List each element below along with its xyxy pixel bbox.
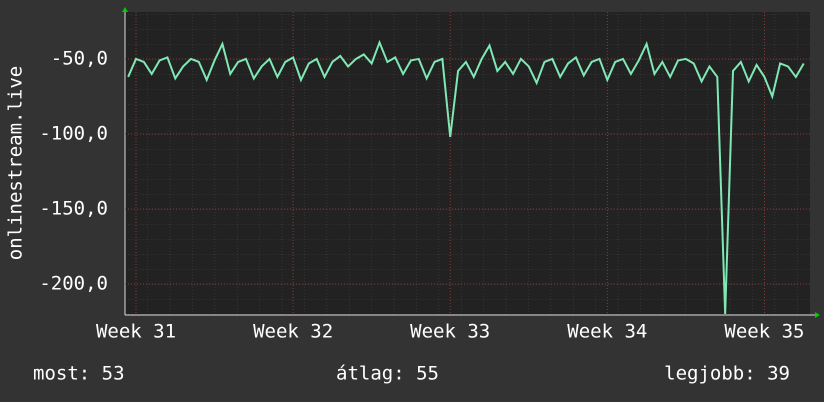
x-tick-label: Week 31 bbox=[96, 321, 176, 343]
y-axis-label: onlinestream.live bbox=[5, 66, 27, 260]
footer-best: legjobb: 39 bbox=[664, 363, 790, 385]
y-tick-label: -200,0 bbox=[39, 272, 108, 294]
y-tick-label: -100,0 bbox=[39, 122, 108, 144]
x-tick-label: Week 35 bbox=[724, 321, 804, 343]
x-tick-label: Week 32 bbox=[253, 321, 333, 343]
x-tick-label: Week 34 bbox=[567, 321, 647, 343]
footer-current: most: 53 bbox=[33, 363, 125, 385]
y-tick-label: -50,0 bbox=[51, 47, 108, 69]
x-tick-label: Week 33 bbox=[410, 321, 490, 343]
y-tick-label: -150,0 bbox=[39, 197, 108, 219]
minor-grid bbox=[125, 12, 810, 315]
footer-average: átlag: 55 bbox=[336, 363, 439, 385]
data-line bbox=[127, 39, 805, 314]
